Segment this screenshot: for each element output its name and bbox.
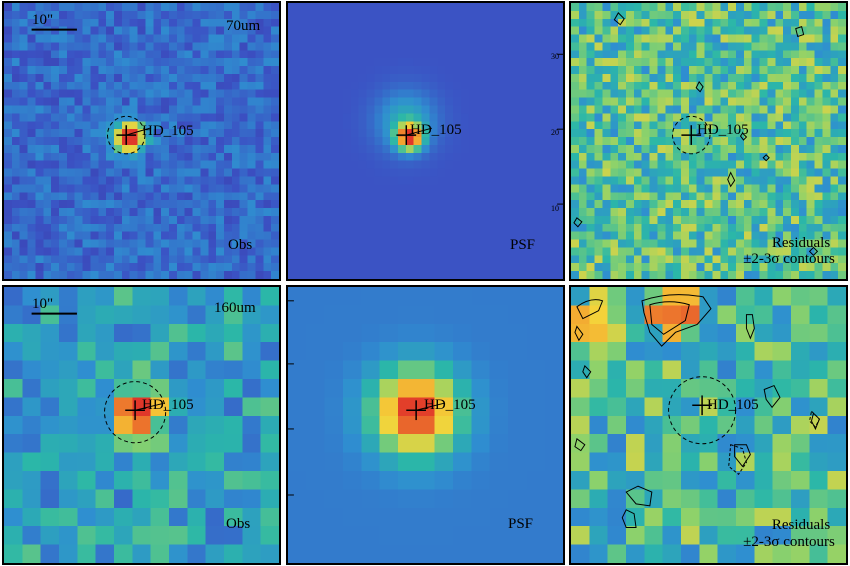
- panel-label-psf: PSF: [510, 237, 536, 253]
- residuals-160um-panel: HD_105 Residuals ±2-3σ contours: [569, 285, 848, 565]
- target-label: HD_105: [424, 397, 476, 413]
- residuals-70um-panel: HD_105 Residuals ±2-3σ contours: [569, 1, 848, 281]
- panel-label-obs: Obs: [226, 516, 251, 532]
- target-label: HD_105: [142, 123, 194, 139]
- axis-tick-label: 10: [286, 425, 288, 440]
- psf-70um-panel: HD_105 PSF 30 20 10: [286, 1, 565, 281]
- panel-label-residuals: Residuals: [771, 517, 831, 533]
- band-label: 70um: [226, 18, 261, 34]
- obs-160um-image: [4, 287, 279, 563]
- panel-label-contours: ±2-3σ contours: [743, 251, 835, 267]
- axis-tick-label: 5: [286, 492, 288, 507]
- psf-160um-panel: HD_105 PSF 20 15 10 5: [286, 285, 565, 565]
- obs-160um-overlay: [31, 312, 167, 444]
- axis-tick-label: 30: [551, 52, 559, 61]
- target-label: HD_105: [142, 397, 194, 413]
- axis-tick-label: 20: [551, 128, 559, 137]
- aperture-circle: [668, 376, 737, 445]
- target-label: HD_105: [707, 397, 759, 413]
- psf-70um-image: [288, 3, 563, 279]
- obs-70um-image: [4, 3, 279, 279]
- psf-70um-overlay: [396, 53, 563, 205]
- aperture-circle: [672, 115, 711, 155]
- target-label: HD_105: [697, 122, 749, 138]
- band-label: 160um: [214, 300, 256, 316]
- target-label: HD_105: [410, 122, 462, 138]
- residuals-70um-image: [571, 3, 846, 279]
- axis-tick-label: 15: [286, 359, 288, 374]
- obs-70um-overlay: [31, 28, 151, 155]
- scale-bar-label: 10": [32, 296, 54, 312]
- obs-160um-panel: 10" 160um HD_105 Obs: [2, 285, 281, 565]
- panel-label-contours: ±2-3σ contours: [743, 534, 835, 550]
- panel-label-obs: Obs: [228, 237, 253, 253]
- panel-label-psf: PSF: [508, 516, 534, 532]
- panel-label-residuals: Residuals: [771, 235, 831, 251]
- residuals-160um-image: [571, 287, 846, 563]
- residuals-70um-overlay: [573, 12, 819, 257]
- psf-160um-image: [288, 287, 563, 563]
- residual-contours: [573, 12, 819, 257]
- psf-160um-overlay: [288, 300, 444, 496]
- obs-70um-panel: 10" 70um HD_105 Obs: [2, 1, 281, 281]
- axis-tick-label: 10: [551, 204, 559, 213]
- aperture-circle: [107, 115, 146, 155]
- residuals-160um-overlay: [574, 294, 820, 529]
- residual-contours: [574, 294, 820, 529]
- scale-bar-label: 10": [32, 12, 54, 28]
- axis-tick-label: 20: [286, 295, 288, 310]
